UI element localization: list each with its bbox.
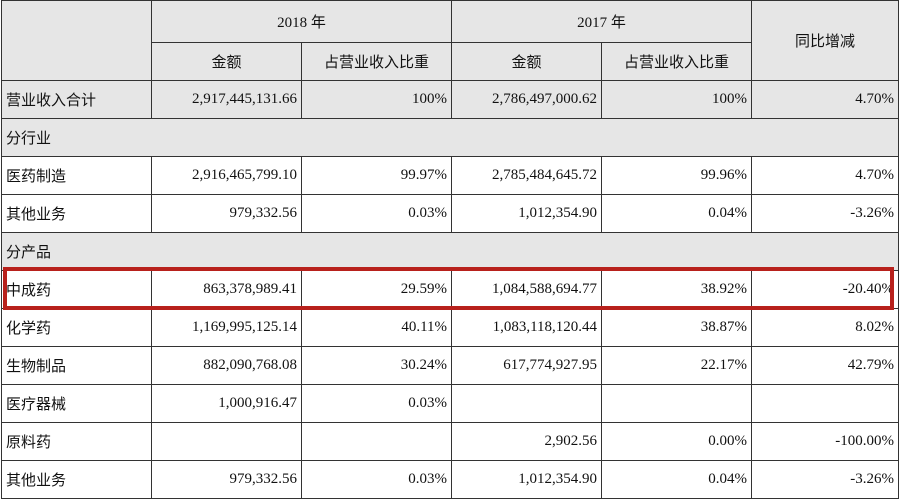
- value-cell: 1,084,588,694.77: [451, 270, 603, 309]
- header-row: 2018 年 2017 年 同比增减: [1, 0, 900, 81]
- value-cell: 1,000,916.47: [151, 384, 302, 423]
- value-cell: 617,774,927.95: [451, 346, 603, 385]
- table-row: 化学药 1,169,995,125.14 40.11% 1,083,118,120.4…: [1, 308, 900, 347]
- value-cell: -100.00%: [751, 422, 900, 461]
- table-row: 医药制造 2,916,465,799.10 99.97% 2,785,484,645.…: [1, 156, 900, 195]
- value-cell: 1,083,118,120.44: [451, 308, 603, 347]
- value-cell: 2,785,484,645.72: [451, 156, 603, 195]
- value-cell: 0.04%: [601, 460, 753, 499]
- value-cell: 1,169,995,125.14: [151, 308, 302, 347]
- value-cell: 0.04%: [601, 194, 753, 233]
- value-cell: 29.59%: [300, 270, 453, 309]
- row-label: 中成药: [1, 270, 152, 309]
- value-cell: -3.26%: [751, 460, 900, 499]
- row-label: 原料药: [1, 422, 152, 461]
- section-label: 分行业: [0, 118, 900, 157]
- table-row: 营业收入合计 2,917,445,131.66 100% 2,786,497,000.…: [1, 80, 900, 119]
- table-row: 医疗器械 1,000,916.47 0.03%: [1, 384, 900, 423]
- value-cell: [601, 384, 753, 423]
- value-cell: 863,378,989.41: [151, 270, 302, 309]
- value-cell: 2,902.56: [451, 422, 603, 461]
- value-cell: 38.87%: [601, 308, 753, 347]
- row-label: 化学药: [1, 308, 152, 347]
- sub-header: 占营业收入比重: [300, 42, 453, 81]
- year-header: 2017 年: [451, 0, 753, 43]
- sub-header: 金额: [451, 42, 603, 81]
- value-cell: 99.97%: [300, 156, 453, 195]
- value-cell: 882,090,768.08: [151, 346, 302, 385]
- value-cell: 2,917,445,131.66: [151, 80, 302, 119]
- value-cell: 4.70%: [751, 80, 900, 119]
- value-cell: 2,786,497,000.62: [451, 80, 603, 119]
- table-row: 分行业: [0, 118, 900, 157]
- value-cell: [151, 422, 302, 461]
- value-cell: 0.00%: [601, 422, 753, 461]
- value-cell: 100%: [601, 80, 753, 119]
- corner-cell: [1, 0, 152, 81]
- value-cell: 42.79%: [751, 346, 900, 385]
- table-row: 原料药 2,902.56 0.00% -100.00%: [1, 422, 900, 461]
- table-row: 分产品: [0, 232, 900, 271]
- value-cell: 1,012,354.90: [451, 194, 603, 233]
- table-row: 生物制品 882,090,768.08 30.24% 617,774,927.95 22…: [1, 346, 900, 385]
- value-cell: [300, 422, 453, 461]
- value-cell: 0.03%: [300, 460, 453, 499]
- table-row: 中成药 863,378,989.41 29.59% 1,084,588,694.77 3…: [1, 270, 900, 309]
- header-row: 金额 占营业收入比重 金额 占营业收入比重: [2, 42, 899, 81]
- table-body: 营业收入合计 2,917,445,131.66 100% 2,786,497,000.…: [0, 80, 900, 499]
- row-label: 其他业务: [1, 460, 152, 499]
- value-cell: 30.24%: [300, 346, 453, 385]
- table-row: 其他业务 979,332.56 0.03% 1,012,354.90 0.04% -3.2…: [1, 194, 900, 233]
- value-cell: 979,332.56: [151, 194, 302, 233]
- value-cell: 1,012,354.90: [451, 460, 603, 499]
- change-header: 同比增减: [751, 0, 900, 81]
- value-cell: [751, 384, 900, 423]
- value-cell: 0.03%: [300, 384, 453, 423]
- value-cell: 22.17%: [601, 346, 753, 385]
- value-cell: -20.40%: [751, 270, 900, 309]
- row-label: 医疗器械: [1, 384, 152, 423]
- row-label: 医药制造: [1, 156, 152, 195]
- value-cell: 0.03%: [300, 194, 453, 233]
- sub-header: 占营业收入比重: [601, 42, 753, 81]
- value-cell: 979,332.56: [151, 460, 302, 499]
- year-header: 2018 年: [150, 0, 453, 43]
- value-cell: 100%: [300, 80, 453, 119]
- row-label: 生物制品: [1, 346, 152, 385]
- value-cell: 8.02%: [751, 308, 900, 347]
- value-cell: 2,916,465,799.10: [151, 156, 302, 195]
- value-cell: 4.70%: [751, 156, 900, 195]
- sub-header: 金额: [151, 42, 302, 81]
- table-header: 2018 年 2017 年 同比增减 金额 占营业收入比重 金额 占营业收入比重: [1, 0, 900, 81]
- value-cell: [451, 384, 603, 423]
- section-label: 分产品: [0, 232, 900, 271]
- value-cell: -3.26%: [751, 194, 900, 233]
- row-label: 营业收入合计: [1, 80, 152, 119]
- row-label: 其他业务: [1, 194, 152, 233]
- table-row: 其他业务 979,332.56 0.03% 1,012,354.90 0.04% -3.2…: [1, 460, 900, 499]
- value-cell: 40.11%: [300, 308, 453, 347]
- value-cell: 99.96%: [601, 156, 753, 195]
- value-cell: 38.92%: [601, 270, 753, 309]
